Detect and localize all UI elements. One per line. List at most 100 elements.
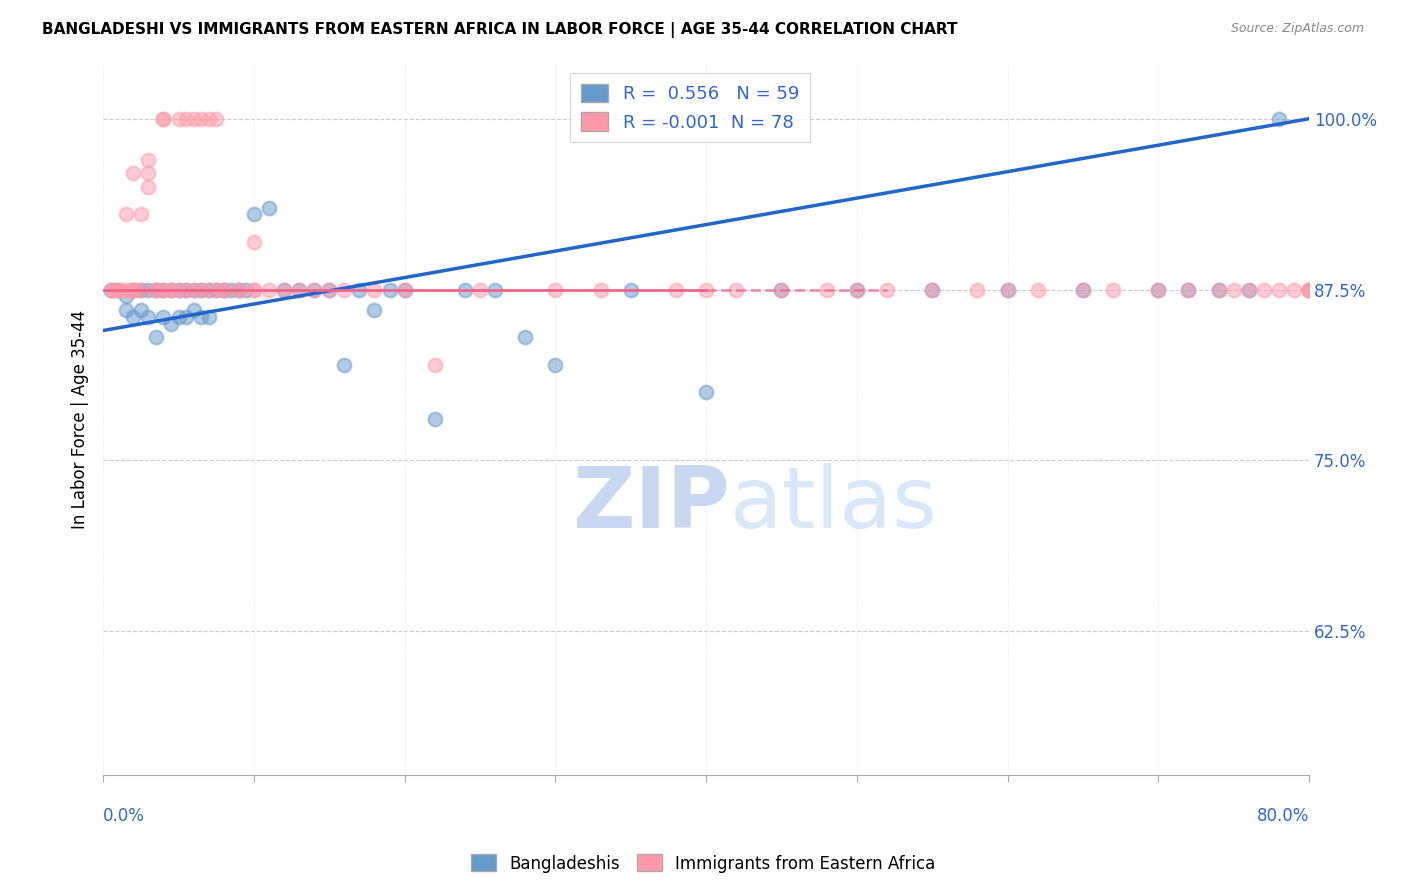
Point (183, 303, 205, 318)
Point (349, 283, 371, 297)
Point (138, 180, 160, 194)
Point (114, 303, 136, 318)
Point (190, 112, 212, 126)
Point (174, 112, 197, 126)
Point (110, 283, 132, 297)
Text: Source: ZipAtlas.com: Source: ZipAtlas.com (1230, 22, 1364, 36)
Point (1298, 283, 1320, 297)
Point (1298, 283, 1320, 297)
Point (589, 283, 612, 297)
Point (152, 283, 174, 297)
Point (1237, 283, 1260, 297)
Point (770, 283, 793, 297)
Point (104, 283, 127, 297)
Point (174, 283, 197, 297)
Point (122, 166, 145, 180)
Point (190, 310, 212, 324)
Point (378, 283, 401, 297)
Point (138, 153, 160, 167)
Point (152, 112, 174, 126)
Point (228, 283, 250, 297)
Point (197, 310, 219, 324)
Point (120, 283, 142, 297)
Point (302, 283, 325, 297)
Point (152, 310, 174, 324)
Point (129, 303, 152, 318)
Point (129, 207, 152, 221)
Point (1071, 283, 1094, 297)
Point (288, 283, 311, 297)
Point (114, 283, 136, 297)
Point (876, 283, 898, 297)
Point (515, 330, 537, 344)
Point (484, 283, 506, 297)
Point (197, 112, 219, 126)
Point (770, 283, 793, 297)
Point (197, 283, 219, 297)
Point (190, 283, 212, 297)
Text: 0.0%: 0.0% (103, 806, 145, 824)
Text: atlas: atlas (730, 463, 938, 546)
Point (1268, 112, 1291, 126)
Point (363, 283, 385, 297)
Legend: Bangladeshis, Immigrants from Eastern Africa: Bangladeshis, Immigrants from Eastern Af… (464, 847, 942, 880)
Point (1208, 283, 1230, 297)
Point (160, 283, 183, 297)
Point (174, 310, 197, 324)
Point (423, 412, 446, 426)
Point (114, 289, 136, 303)
Point (243, 207, 266, 221)
Point (257, 201, 280, 215)
Point (997, 283, 1019, 297)
Point (145, 330, 167, 344)
Point (423, 358, 446, 372)
Point (174, 283, 197, 297)
Point (138, 166, 160, 180)
Point (160, 317, 183, 331)
Point (845, 283, 868, 297)
Text: BANGLADESHI VS IMMIGRANTS FROM EASTERN AFRICA IN LABOR FORCE | AGE 35-44 CORRELA: BANGLADESHI VS IMMIGRANTS FROM EASTERN A… (42, 22, 957, 38)
Point (544, 283, 567, 297)
Point (997, 283, 1019, 297)
Point (544, 358, 567, 372)
Point (190, 283, 212, 297)
Point (183, 283, 205, 297)
Point (243, 235, 266, 249)
Point (1253, 283, 1275, 297)
Point (333, 358, 356, 372)
Point (145, 283, 167, 297)
Point (160, 283, 183, 297)
Point (1268, 283, 1291, 297)
Point (152, 283, 174, 297)
Point (167, 112, 190, 126)
Point (725, 283, 748, 297)
Point (1237, 283, 1260, 297)
Point (288, 283, 311, 297)
Point (122, 283, 145, 297)
Point (197, 283, 219, 297)
Point (167, 283, 190, 297)
Point (122, 310, 145, 324)
Point (1298, 283, 1320, 297)
Point (243, 283, 266, 297)
Point (394, 283, 416, 297)
Point (125, 283, 148, 297)
Point (468, 283, 491, 297)
Point (129, 283, 152, 297)
Point (921, 283, 943, 297)
Point (205, 112, 228, 126)
Point (183, 283, 205, 297)
Point (1071, 283, 1094, 297)
Point (273, 283, 295, 297)
Point (363, 303, 385, 318)
Point (228, 283, 250, 297)
Point (257, 283, 280, 297)
Text: ZIP: ZIP (572, 463, 730, 546)
Point (302, 283, 325, 297)
Point (273, 283, 295, 297)
Point (228, 283, 250, 297)
Legend: R =  0.556   N = 59, R = -0.001  N = 78: R = 0.556 N = 59, R = -0.001 N = 78 (571, 73, 810, 143)
Point (107, 283, 129, 297)
Point (318, 283, 340, 297)
Point (1102, 283, 1125, 297)
